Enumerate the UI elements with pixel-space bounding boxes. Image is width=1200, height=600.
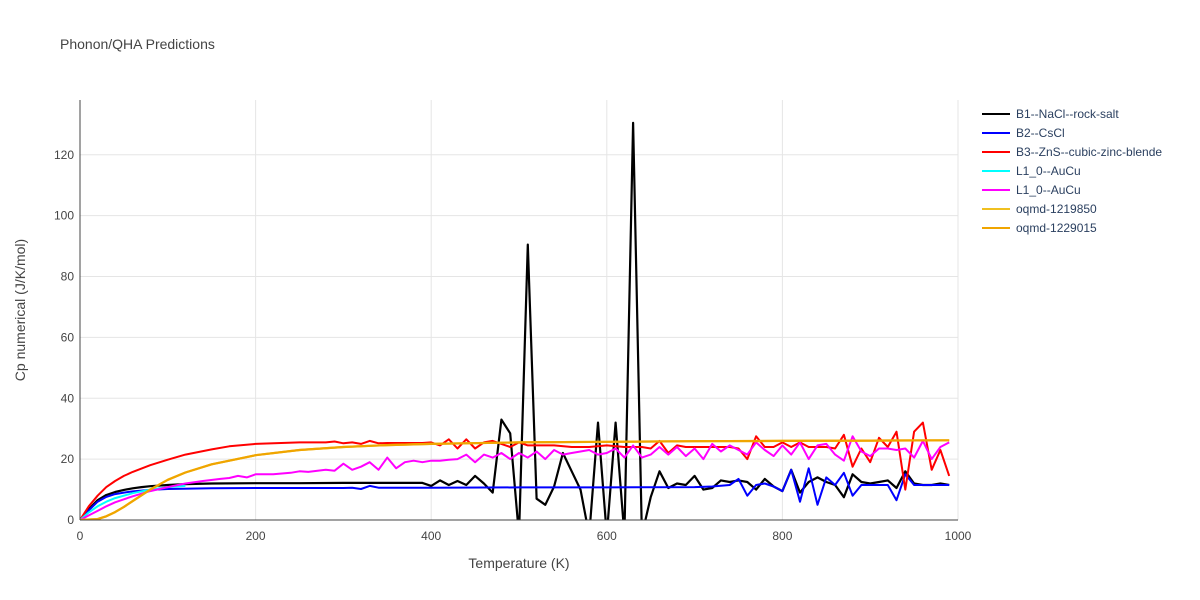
grid xyxy=(80,100,959,520)
chart-title: Phonon/QHA Predictions xyxy=(60,36,215,52)
y-tick-label: 40 xyxy=(61,391,75,405)
series-line-4 xyxy=(80,435,950,520)
legend-label: L1_0--AuCu xyxy=(1016,164,1081,178)
legend-label: B3--ZnS--cubic-zinc-blende xyxy=(1016,145,1162,159)
series-line-2 xyxy=(80,421,951,520)
x-tick-label: 400 xyxy=(421,529,441,543)
x-tick-label: 800 xyxy=(772,529,792,543)
y-tick-label: 60 xyxy=(61,330,75,344)
y-tick-label: 80 xyxy=(61,270,75,284)
legend-label: L1_0--AuCu xyxy=(1016,183,1081,197)
legend-label: oqmd-1229015 xyxy=(1016,221,1097,235)
x-axis-title: Temperature (K) xyxy=(468,555,569,571)
legend-label: B2--CsCl xyxy=(1016,126,1065,140)
y-tick-label: 120 xyxy=(54,148,74,162)
x-tick-label: 200 xyxy=(246,529,266,543)
x-tick-label: 600 xyxy=(597,529,617,543)
y-tick-label: 0 xyxy=(67,513,74,527)
legend: B1--NaCl--rock-salt B2--CsCl B3--ZnS--cubi… xyxy=(982,107,1162,235)
x-tick-label: 1000 xyxy=(945,529,972,543)
axes xyxy=(79,100,958,521)
y-tick-label: 100 xyxy=(54,209,74,223)
x-tick-label: 0 xyxy=(77,529,84,543)
ticks: 0 200 400 600 800 1000 0 20 40 60 80 100 120 xyxy=(54,148,972,543)
legend-label: B1--NaCl--rock-salt xyxy=(1016,107,1119,121)
series-line-6 xyxy=(80,439,950,520)
series-layer xyxy=(80,121,951,520)
y-axis-title: Cp numerical (J/K/mol) xyxy=(12,239,28,381)
series-line-0 xyxy=(80,121,950,520)
y-tick-label: 20 xyxy=(61,452,75,466)
legend-label: oqmd-1219850 xyxy=(1016,202,1097,216)
